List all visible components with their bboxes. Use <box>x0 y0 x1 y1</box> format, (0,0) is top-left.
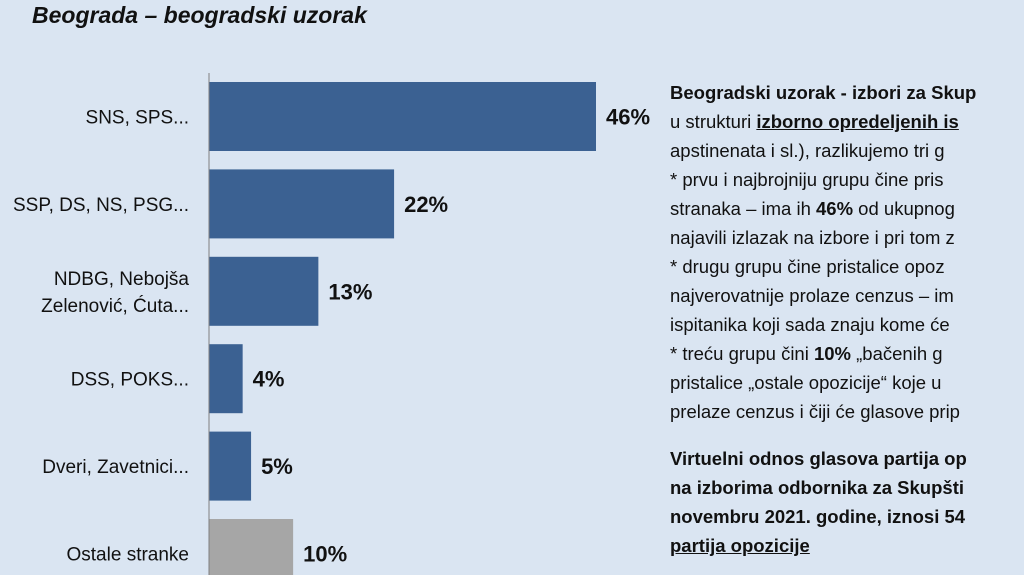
summary-line: Virtuelni odnos glasova partija op <box>670 444 1024 473</box>
text-segment: Virtuelni odnos glasova partija op <box>670 448 967 469</box>
category-label: SSP, DS, NS, PSG... <box>13 195 189 216</box>
text-segment: novembru 2021. godine, iznosi 54 <box>670 506 966 527</box>
bar <box>209 344 243 414</box>
text-line: najavili izlazak na izbore i pri tom z <box>670 223 1024 252</box>
text-line: ispitanika koji sada znaju kome će <box>670 310 1024 339</box>
data-label: 22% <box>404 192 448 217</box>
text-segment: od ukupnog <box>853 198 955 219</box>
text-line: u strukturi izborno opredeljenih is <box>670 107 1024 136</box>
data-label: 13% <box>328 279 372 304</box>
text-segment: najavili izlazak na izbore i pri tom z <box>670 227 955 248</box>
text-line: stranaka – ima ih 46% od ukupnog <box>670 194 1024 223</box>
text-line: Beogradski uzorak - izbori za Skup <box>670 78 1024 107</box>
summary-line: novembru 2021. godine, iznosi 54 <box>670 502 1024 531</box>
data-label: 10% <box>303 542 347 567</box>
chart-title: Beograda – beogradski uzorak <box>32 2 367 28</box>
text-segment: * drugu grupu čine pristalice opoz <box>670 256 945 277</box>
text-segment: 46% <box>816 198 854 219</box>
text-segment: partija opozicije <box>670 535 810 556</box>
text-segment: * prvu i najbrojniju grupu čine pris <box>670 169 944 190</box>
text-segment: najverovatnije prolaze cenzus – im <box>670 285 954 306</box>
text-segment: „bačenih g <box>851 343 943 364</box>
text-segment: ispitanika koji sada znaju kome će <box>670 314 950 335</box>
bar <box>209 256 319 326</box>
description-text: Beogradski uzorak - izbori za Skup u stru… <box>670 78 1024 560</box>
text-line: * treću grupu čini 10% „bačenih g <box>670 339 1024 368</box>
category-label: NDBG, Nebojša <box>54 269 190 290</box>
summary-line: na izborima odbornika za Skupšti <box>670 473 1024 502</box>
text-line: apstinenata i sl.), razlikujemo tri g <box>670 136 1024 165</box>
text-segment: na izborima odbornika za Skupšti <box>670 477 964 498</box>
text-segment: 10% <box>813 343 851 364</box>
data-label: 5% <box>261 454 293 479</box>
bar <box>209 519 294 575</box>
bar <box>209 431 252 501</box>
category-label: Zelenović, Ćuta... <box>41 295 189 317</box>
category-label: DSS, POKS... <box>71 370 189 391</box>
text-segment: apstinenata i sl.), razlikujemo tri g <box>670 140 945 161</box>
bar-chart: 46% SNS, SPS... 22% SSP, DS, NS, PSG... 13% N… <box>13 73 650 575</box>
data-label: 46% <box>606 105 650 130</box>
category-label: Dveri, Zavetnici... <box>42 457 189 478</box>
category-label: SNS, SPS... <box>86 108 189 129</box>
text-line: * drugu grupu čine pristalice opoz <box>670 252 1024 281</box>
text-segment: prelaze cenzus i čiji će glasove prip <box>670 401 960 422</box>
text-line: pristalice „ostale opozicije“ koje u <box>670 368 1024 397</box>
bar <box>209 169 395 239</box>
text-segment: izborno opredeljenih is <box>756 111 959 132</box>
data-label: 4% <box>253 367 285 392</box>
text-segment: stranaka – ima ih <box>670 198 817 219</box>
text-line: prelaze cenzus i čiji će glasove prip <box>670 397 1024 426</box>
text-segment: u strukturi <box>670 111 757 132</box>
bar <box>209 82 596 151</box>
category-label: Ostale stranke <box>67 545 190 566</box>
summary-line: partija opozicije <box>670 531 1024 560</box>
text-line: najverovatnije prolaze cenzus – im <box>670 281 1024 310</box>
text-segment: Beogradski uzorak - izbori za Skup <box>670 82 977 103</box>
paragraph-gap <box>670 426 1024 444</box>
text-line: * prvu i najbrojniju grupu čine pris <box>670 165 1024 194</box>
text-segment: * treću grupu čini <box>670 343 814 364</box>
text-segment: pristalice „ostale opozicije“ koje u <box>670 372 942 393</box>
